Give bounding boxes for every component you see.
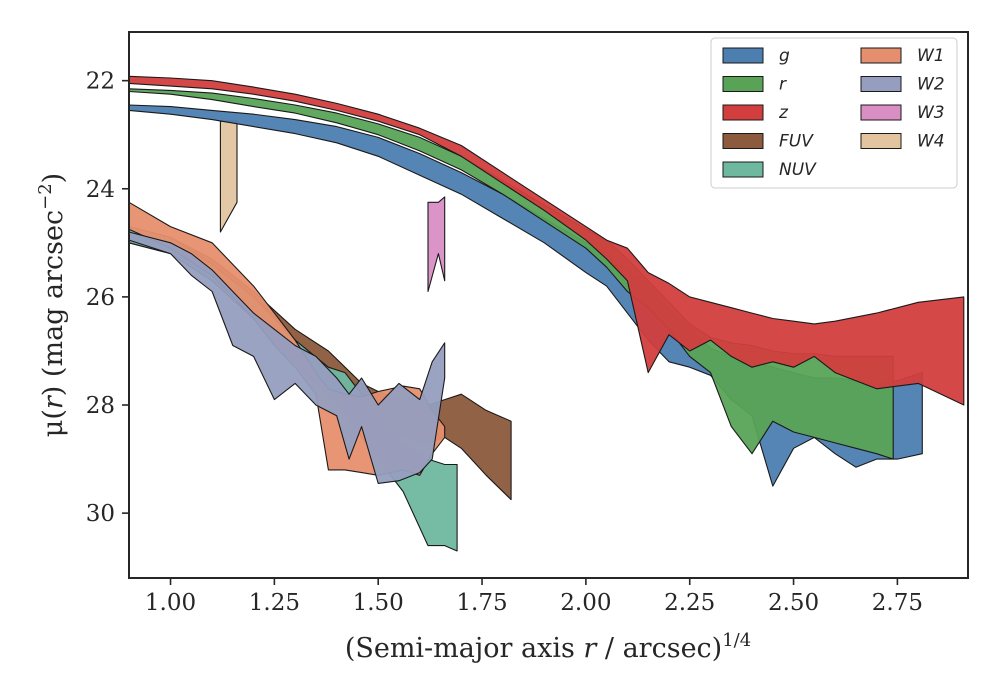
- legend-swatch-fuv: [722, 133, 764, 149]
- x-axis-label: (Semi-major axis r / arcsec)1/4: [345, 630, 751, 664]
- y-axis-ticks: 22 24 26 28 30: [86, 69, 129, 527]
- legend-label-w4: W4: [917, 132, 945, 152]
- x-tick-label: 2.50: [768, 590, 819, 616]
- legend-label-z: z: [778, 103, 789, 123]
- x-tick-label: 1.50: [353, 590, 404, 616]
- band-w3: [427, 196, 446, 293]
- band-w4: [219, 120, 238, 233]
- plot-frame: [128, 31, 969, 579]
- profile-bands: [128, 75, 965, 552]
- legend-label-nuv: NUV: [779, 160, 817, 180]
- x-tick-label: 1.00: [145, 590, 196, 616]
- legend-swatch-w2: [860, 76, 902, 92]
- legend: grz FUV NUV W1 W2 W3 W4: [710, 37, 958, 189]
- x-tick-label: 1.75: [456, 590, 507, 616]
- band-w2: [128, 231, 446, 484]
- y-axis-label: μ(r) (mag arcsec−2): [35, 173, 69, 437]
- x-axis-ticks: 1.00 1.25 1.50 1.75 2.00 2.25 2.50 2.75: [145, 578, 923, 616]
- legend-label-w1: W1: [917, 46, 945, 66]
- legend-label-g: g: [779, 46, 790, 66]
- y-tick-label: 30: [86, 501, 115, 527]
- legend-swatch-w3: [860, 104, 902, 121]
- legend-swatch-r: [722, 76, 764, 92]
- y-tick-label: 26: [86, 285, 115, 311]
- legend-label-w3: W3: [917, 103, 945, 123]
- y-tick-label: 22: [86, 69, 115, 95]
- x-tick-label: 1.25: [249, 590, 300, 616]
- legend-label-w2: W2: [917, 75, 945, 95]
- band-z: [128, 75, 965, 406]
- y-tick-label: 24: [86, 177, 115, 203]
- legend-swatch-g: [722, 47, 764, 64]
- legend-label-fuv: FUV: [779, 132, 814, 152]
- legend-label-r: r: [779, 75, 787, 95]
- x-tick-label: 2.00: [560, 590, 611, 616]
- legend-swatch-w4: [860, 133, 902, 149]
- legend-swatch-w1: [860, 47, 902, 64]
- legend-swatch-z: [722, 104, 764, 121]
- legend-swatch-nuv: [722, 161, 764, 178]
- y-tick-label: 28: [86, 393, 115, 419]
- legend-box: [710, 37, 958, 189]
- x-tick-label: 2.25: [664, 590, 715, 616]
- x-tick-label: 2.75: [872, 590, 923, 616]
